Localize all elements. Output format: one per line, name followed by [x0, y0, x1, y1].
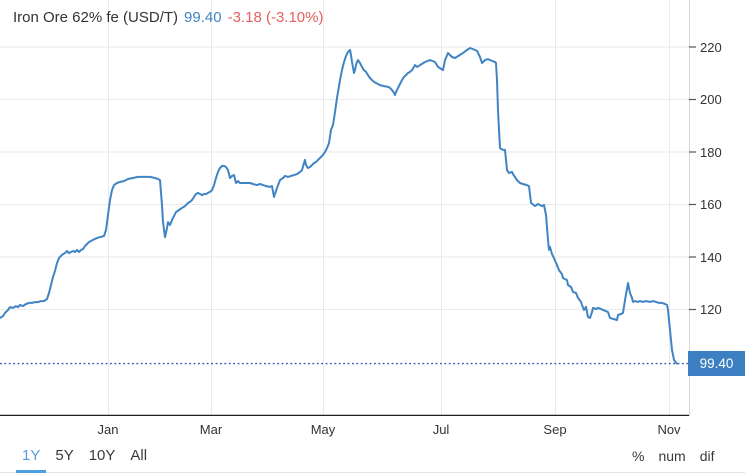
- chart-header: Iron Ore 62% fe (USD/T) 99.40 -3.18 (-3.…: [13, 9, 323, 26]
- price-change: -3.18 (-3.10%): [227, 9, 324, 26]
- x-axis-tick-label: Nov: [657, 422, 681, 437]
- range-selector: 1Y 5Y 10Y All: [22, 447, 147, 464]
- mode-selector: % num dif: [632, 448, 714, 464]
- x-axis-tick-label: Mar: [199, 422, 223, 437]
- mode-button-percent[interactable]: %: [632, 448, 645, 464]
- y-axis-tick-label: 120: [700, 302, 722, 317]
- y-axis-tick-label: 180: [700, 144, 722, 160]
- x-axis-tick-label: Jan: [97, 422, 119, 437]
- range-button-5y[interactable]: 5Y: [55, 447, 74, 464]
- y-axis-tick-label: 140: [700, 249, 722, 265]
- range-button-1y[interactable]: 1Y: [22, 447, 41, 464]
- y-axis-tick-label: 200: [700, 92, 722, 107]
- range-button-all[interactable]: All: [130, 447, 148, 464]
- instrument-title: Iron Ore 62% fe (USD/T): [13, 9, 179, 26]
- y-axis-tick-label: 220: [700, 39, 722, 55]
- mode-button-num[interactable]: num: [658, 448, 686, 464]
- x-axis-tick-label: Sep: [543, 422, 567, 437]
- current-price-badge-value: 99.40: [699, 356, 734, 372]
- range-button-10y[interactable]: 10Y: [88, 447, 116, 464]
- x-axis-tick-label: Jul: [432, 422, 450, 437]
- current-price-badge: 99.40: [688, 351, 745, 377]
- price-series-line: [0, 47, 678, 365]
- active-range-indicator: [16, 470, 46, 473]
- x-axis-tick-label: May: [310, 422, 336, 437]
- plot-area[interactable]: [0, 0, 745, 416]
- last-price: 99.40: [184, 9, 222, 26]
- y-axis-tick-label: 160: [700, 197, 722, 212]
- mode-button-dif[interactable]: dif: [699, 448, 715, 464]
- toolbar-divider: [0, 472, 745, 473]
